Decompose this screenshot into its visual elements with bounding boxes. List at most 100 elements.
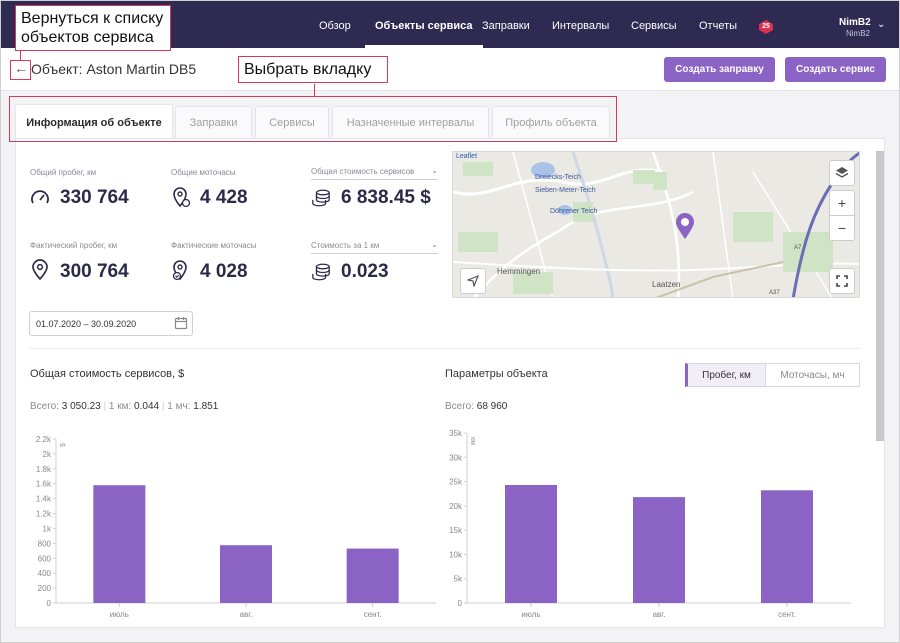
- object-map[interactable]: Leaflet Dreiecks-Teich Sieben-Meter-Teic…: [452, 151, 860, 298]
- create-refuel-button[interactable]: Создать заправку: [664, 57, 775, 82]
- y-tick-label: 1.8k: [36, 465, 52, 474]
- y-axis-unit-label: $: [58, 443, 65, 447]
- y-tick-label: 30k: [449, 453, 463, 462]
- y-tick-label: 0: [47, 599, 52, 608]
- actual-engine-hours-value: 4 028: [200, 261, 248, 282]
- params-chart-totals: Всего: 68 960: [445, 401, 507, 412]
- cost-per-km-select[interactable]: Стоимость за 1 км ⌄: [311, 240, 438, 254]
- x-tick-label: июль: [521, 610, 540, 619]
- x-tick-label: авг.: [240, 610, 253, 619]
- total-engine-hours-value: 4 428: [200, 187, 248, 208]
- layers-icon[interactable]: [829, 160, 855, 186]
- x-tick-label: сент.: [364, 610, 382, 619]
- nav-item-services[interactable]: Сервисы: [631, 20, 677, 32]
- map-place-label: A37: [769, 290, 780, 296]
- actual-engine-hours-label: Фактические моточасы: [171, 241, 257, 250]
- nav-item-intervals[interactable]: Интервалы: [552, 20, 610, 32]
- y-tick-label: 2.2k: [36, 435, 52, 444]
- y-tick-label: 1k: [43, 524, 52, 533]
- scrollbar-thumb[interactable]: [876, 151, 884, 441]
- tab-services[interactable]: Сервисы: [255, 106, 329, 138]
- nav-item-refuels[interactable]: Заправки: [482, 20, 530, 32]
- map-place-label: Döhrener Teich: [550, 208, 598, 215]
- x-tick-label: сент.: [778, 610, 796, 619]
- bar[interactable]: [346, 548, 399, 603]
- bar[interactable]: [220, 545, 272, 603]
- notifications-badge[interactable]: 25: [759, 20, 773, 34]
- cost-per-km-label: Стоимость за 1 км: [311, 241, 380, 250]
- tab-object-info[interactable]: Информация об объекте: [15, 104, 173, 138]
- toggle-mileage-km[interactable]: Пробег, км: [685, 363, 766, 387]
- y-tick-label: 2k: [43, 450, 52, 459]
- divider: [29, 348, 860, 349]
- nav-item-overview[interactable]: Обзор: [319, 20, 351, 32]
- calendar-icon[interactable]: [174, 316, 188, 330]
- object-header: ← Объект: Aston Martin DB5 Создать запра…: [1, 48, 899, 91]
- date-range-value: 01.07.2020 – 30.09.2020: [36, 319, 137, 329]
- bar[interactable]: [505, 484, 557, 603]
- zoom-in-button[interactable]: +: [829, 190, 855, 216]
- bar[interactable]: [93, 485, 146, 603]
- y-tick-label: 1.4k: [36, 495, 52, 504]
- actual-mileage-label: Фактический пробег, км: [30, 241, 118, 250]
- zoom-out-button[interactable]: −: [829, 215, 855, 241]
- total-service-cost-select[interactable]: Общая стоимость сервисов ⌄: [311, 166, 438, 180]
- map-place-label: A7: [794, 245, 802, 251]
- total-mileage-value: 330 764: [60, 187, 129, 208]
- map-place-label: Laatzen: [652, 280, 681, 289]
- map-place-label: Sieben-Meter-Teich: [535, 187, 596, 194]
- nav-item-service-objects[interactable]: Объекты сервиса: [365, 1, 483, 48]
- back-arrow-icon[interactable]: ←: [14, 60, 28, 76]
- annotation-highlight-back: [10, 60, 31, 80]
- y-tick-label: 1.2k: [36, 510, 52, 519]
- y-tick-label: 10k: [449, 550, 463, 559]
- user-name[interactable]: NimB2: [839, 17, 871, 28]
- per-km-value: 0.044: [134, 401, 160, 412]
- annotation-connector: [20, 51, 21, 60]
- bar[interactable]: [761, 490, 813, 603]
- map-attribution[interactable]: Leaflet: [456, 153, 478, 160]
- chevron-down-icon[interactable]: ⌄: [877, 19, 886, 30]
- date-range-picker[interactable]: 01.07.2020 – 30.09.2020: [29, 311, 193, 336]
- per-engine-hour-value: 1.851: [193, 401, 219, 412]
- per-engine-hour-label: 1 мч:: [167, 401, 191, 412]
- y-tick-label: 20k: [449, 502, 463, 511]
- location-pin-icon: [32, 259, 48, 281]
- map-place-label: Dreiecks-Teich: [535, 174, 581, 181]
- total-service-cost-label: Общая стоимость сервисов: [311, 167, 415, 176]
- object-location-marker-icon[interactable]: [675, 212, 695, 240]
- map-place-label: Hemmingen: [497, 267, 541, 276]
- cost-bar-chart: $0 200 400 600 800 1k 1.2k 1.4k 1.6k 1.8k 2k 2.2k ию…: [36, 435, 436, 619]
- annotation-back: Вернуться к списку объектов сервиса: [15, 5, 171, 51]
- y-tick-label: 15k: [449, 526, 463, 535]
- y-tick-label: 0: [458, 599, 463, 608]
- locate-icon[interactable]: [460, 268, 486, 294]
- y-tick-label: 400: [38, 569, 52, 578]
- speedometer-icon: [31, 190, 49, 204]
- nav-item-reports[interactable]: Отчеты: [699, 20, 738, 32]
- total-engine-hours-label: Общие моточасы: [171, 168, 236, 177]
- toggle-engine-hours[interactable]: Моточасы, мч: [765, 363, 860, 387]
- cost-chart-title: Общая стоимость сервисов, $: [30, 368, 185, 380]
- notifications-count: 25: [762, 23, 770, 30]
- annotation-tabs: Выбрать вкладку: [238, 56, 388, 83]
- tab-refuels[interactable]: Заправки: [175, 106, 252, 138]
- cost-per-km-value: 0.023: [341, 261, 389, 282]
- tab-object-profile[interactable]: Профиль объекта: [492, 106, 610, 138]
- coins-icon: [312, 189, 330, 207]
- engine-hours-check-icon: [172, 260, 187, 281]
- engine-hours-pin-icon: [173, 187, 191, 208]
- bar[interactable]: [633, 497, 685, 603]
- params-chart-title: Параметры объекта: [445, 368, 548, 380]
- notification-shield-icon: [759, 20, 773, 34]
- tab-assigned-intervals[interactable]: Назначенные интервалы: [332, 106, 489, 138]
- create-service-button[interactable]: Создать сервис: [785, 57, 886, 82]
- annotation-highlight-tabs: [9, 96, 617, 142]
- map-tiles: [453, 152, 859, 297]
- totals-label: Всего:: [30, 401, 59, 412]
- per-km-label: 1 км:: [108, 401, 132, 412]
- total-mileage-label: Общий пробег, км: [30, 168, 97, 177]
- x-tick-label: июль: [110, 610, 129, 619]
- fullscreen-icon[interactable]: [829, 268, 855, 294]
